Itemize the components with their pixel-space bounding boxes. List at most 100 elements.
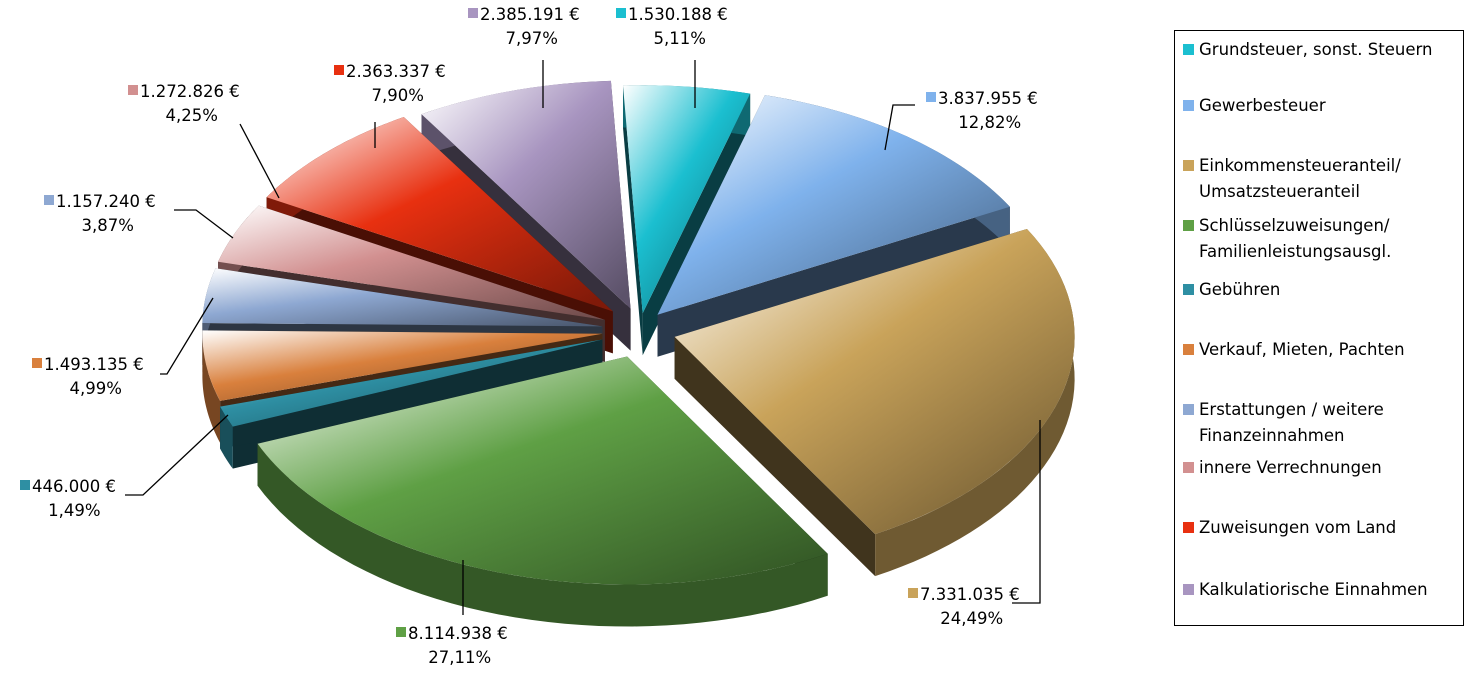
slice-top bbox=[674, 228, 1075, 535]
slice-rim bbox=[202, 330, 221, 443]
slice-top bbox=[622, 85, 751, 314]
legend-swatch bbox=[1183, 344, 1194, 355]
label-percent: 7,97% bbox=[505, 29, 557, 48]
label-percent: 27,11% bbox=[428, 648, 491, 667]
legend-label: Verkauf, Mieten, Pachten bbox=[1199, 337, 1463, 363]
legend-label-line: Zuweisungen vom Land bbox=[1199, 518, 1397, 537]
legend-swatch bbox=[1183, 462, 1194, 473]
legend-label-line: Schlüsselzuweisungen/ bbox=[1199, 216, 1390, 235]
leader-line bbox=[160, 297, 214, 375]
label-swatch bbox=[616, 8, 626, 18]
legend-swatch bbox=[1183, 284, 1194, 295]
label-swatch bbox=[396, 627, 406, 637]
label-amount: 3.837.955 € bbox=[938, 89, 1038, 108]
legend-label-line: Einkommensteueranteil/ bbox=[1199, 156, 1401, 175]
leader-line bbox=[239, 123, 280, 199]
legend-swatch bbox=[1183, 522, 1194, 533]
legend-label: Erstattungen / weitere Finanzeinnahmen bbox=[1199, 397, 1463, 449]
legend-swatch bbox=[1183, 100, 1194, 111]
legend-label-line: innere Verrechnungen bbox=[1199, 458, 1382, 477]
legend-swatch bbox=[1183, 220, 1194, 231]
data-label: 3.837.955 € 12,82% bbox=[926, 89, 1038, 132]
legend-swatch bbox=[1183, 584, 1194, 595]
label-percent: 5,11% bbox=[653, 29, 705, 48]
legend-label-line: Gewerbesteuer bbox=[1199, 96, 1326, 115]
legend-swatch bbox=[1183, 160, 1194, 171]
slice-top bbox=[220, 339, 603, 427]
label-amount: 7.331.035 € bbox=[920, 585, 1020, 604]
leader-line bbox=[884, 104, 915, 151]
label-swatch bbox=[468, 8, 478, 18]
legend-label-line: Verkauf, Mieten, Pachten bbox=[1199, 340, 1405, 359]
legend-label: innere Verrechnungen bbox=[1199, 455, 1463, 481]
slice-top bbox=[421, 80, 631, 309]
legend-swatch bbox=[1183, 44, 1194, 55]
data-label: 1.530.188 € 5,11% bbox=[616, 5, 728, 48]
data-label: 7.331.035 € 24,49% bbox=[908, 585, 1020, 628]
label-amount: 1.157.240 € bbox=[56, 192, 156, 211]
label-swatch bbox=[32, 358, 42, 368]
legend-label-line: Erstattungen / weitere bbox=[1199, 400, 1384, 419]
legend-label-line: Gebühren bbox=[1199, 280, 1281, 299]
leader-line bbox=[125, 414, 229, 496]
slice-rim bbox=[220, 406, 233, 469]
legend-label-line: Kalkulatiorische Einnahmen bbox=[1199, 580, 1428, 599]
label-amount: 1.493.135 € bbox=[44, 355, 144, 374]
slice-top bbox=[202, 268, 603, 327]
data-label: 2.385.191 € 7,97% bbox=[468, 5, 580, 48]
label-swatch bbox=[926, 92, 936, 102]
leader-line bbox=[1012, 420, 1041, 604]
label-amount: 2.363.337 € bbox=[346, 62, 446, 81]
label-percent: 12,82% bbox=[958, 113, 1021, 132]
legend-swatch bbox=[1183, 404, 1194, 415]
label-percent: 1,49% bbox=[48, 501, 100, 520]
legend-label: Gewerbesteuer bbox=[1199, 93, 1463, 119]
label-percent: 24,49% bbox=[940, 609, 1003, 628]
slice-side-wall bbox=[674, 336, 876, 577]
legend-label: Kalkulatiorische Einnahmen bbox=[1199, 577, 1463, 603]
pie-slices bbox=[202, 80, 1075, 627]
slice-top bbox=[218, 205, 605, 320]
legend-label: Einkommensteueranteil/Umsatzsteueranteil bbox=[1199, 153, 1463, 205]
label-amount: 8.114.938 € bbox=[408, 624, 508, 643]
legend-label: Schlüsselzuweisungen/Familienleistungsau… bbox=[1199, 213, 1463, 265]
label-percent: 4,25% bbox=[165, 106, 217, 125]
legend-label: Zuweisungen vom Land bbox=[1199, 515, 1463, 541]
pie-slice bbox=[257, 356, 828, 627]
legend-label-line: Familienleistungsausgl. bbox=[1199, 242, 1392, 261]
slice-top bbox=[266, 117, 613, 312]
slice-rim bbox=[875, 228, 1075, 577]
pie-slice bbox=[622, 85, 751, 356]
label-percent: 7,90% bbox=[371, 86, 423, 105]
label-percent: 3,87% bbox=[81, 216, 133, 235]
leader-line bbox=[174, 209, 234, 239]
pie-slice bbox=[674, 228, 1075, 577]
slice-rim bbox=[257, 443, 828, 627]
legend: Grundsteuer, sonst. Steuern Gewerbesteuer… bbox=[1174, 30, 1464, 626]
slice-top bbox=[202, 330, 603, 401]
legend-label: Grundsteuer, sonst. Steuern bbox=[1199, 37, 1463, 63]
slice-side-wall bbox=[642, 93, 751, 356]
label-swatch bbox=[128, 85, 138, 95]
label-amount: 2.385.191 € bbox=[480, 5, 580, 24]
data-label: 1.493.135 € 4,99% bbox=[32, 355, 144, 398]
legend-label-line: Finanzeinnahmen bbox=[1199, 426, 1345, 445]
label-swatch bbox=[908, 588, 918, 598]
slice-side-wall bbox=[220, 339, 603, 449]
leader-lines bbox=[125, 60, 1041, 615]
label-swatch bbox=[334, 65, 344, 75]
label-percent: 4,99% bbox=[69, 379, 121, 398]
slice-top bbox=[257, 356, 828, 585]
legend-label-line: Grundsteuer, sonst. Steuern bbox=[1199, 40, 1433, 59]
label-swatch bbox=[44, 195, 54, 205]
data-label: 1.272.826 € 4,25% bbox=[128, 82, 240, 125]
slice-side-wall bbox=[622, 85, 643, 356]
label-swatch bbox=[20, 480, 30, 490]
label-amount: 1.272.826 € bbox=[140, 82, 240, 101]
legend-label-line: Umsatzsteueranteil bbox=[1199, 182, 1360, 201]
slice-top bbox=[657, 95, 1010, 315]
legend-label: Gebühren bbox=[1199, 277, 1463, 303]
data-label: 446.000 € 1,49% bbox=[20, 477, 116, 520]
data-label: 2.363.337 € 7,90% bbox=[334, 62, 446, 105]
